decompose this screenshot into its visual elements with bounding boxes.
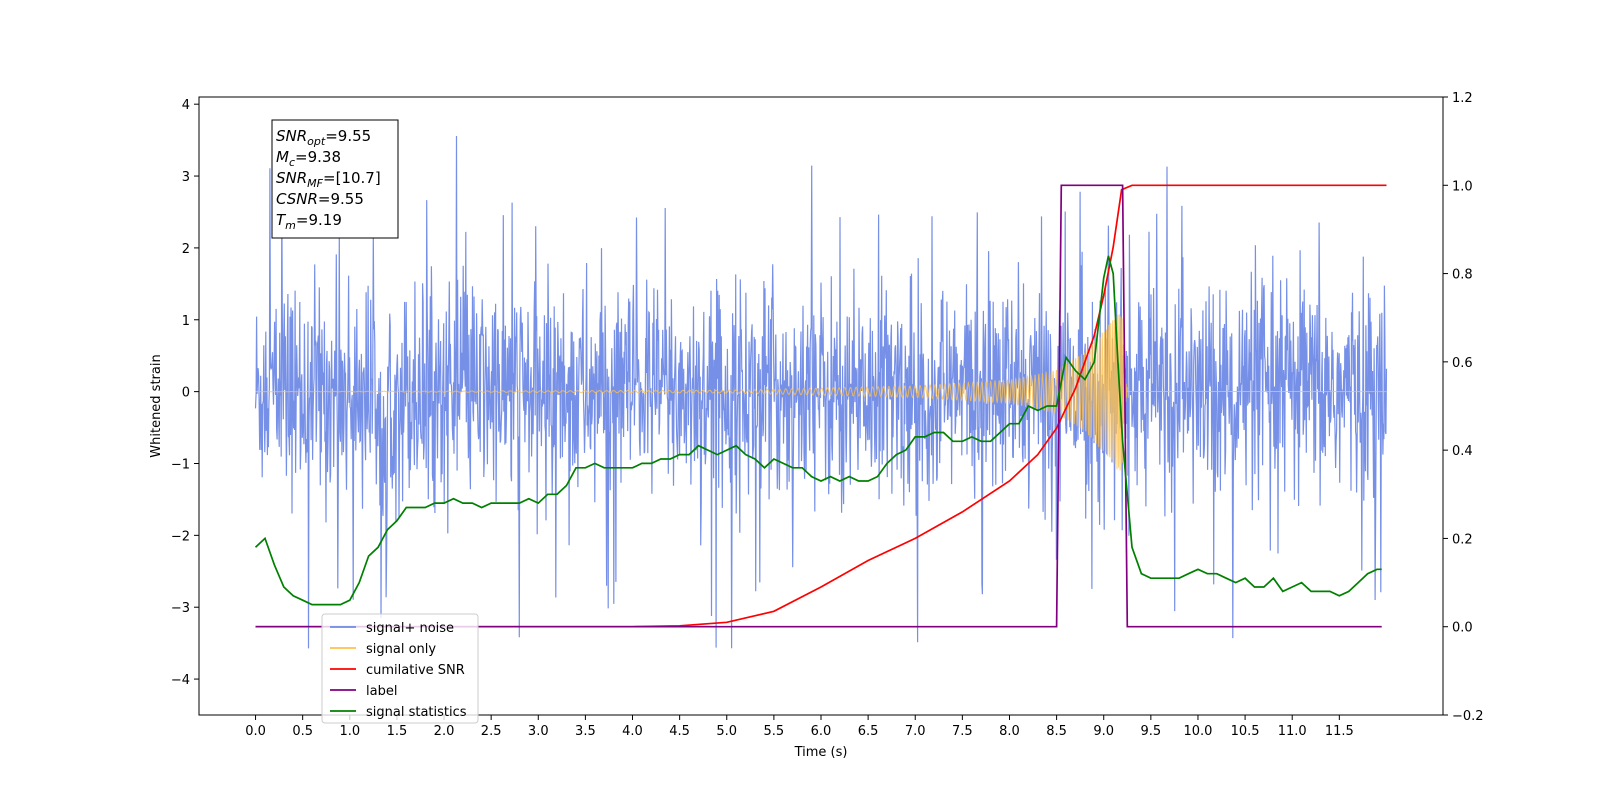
annotation-line: SNRopt=9.55 — [276, 127, 371, 148]
x-tick-label: 2.0 — [434, 724, 455, 739]
x-tick-label: 7.5 — [952, 724, 973, 739]
x-tick-label: 10.5 — [1231, 724, 1260, 739]
y2-tick-label: 0.4 — [1452, 444, 1473, 459]
y-tick-label: 4 — [182, 98, 190, 113]
y-tick-label: −3 — [171, 601, 190, 616]
x-tick-label: 9.5 — [1141, 724, 1162, 739]
x-tick-label: 8.5 — [1046, 724, 1067, 739]
y2-tick-label: 0.8 — [1452, 268, 1473, 283]
annotation-line: CSNR=9.55 — [276, 190, 364, 208]
series-label — [255, 184, 1382, 628]
legend-label: cumilative SNR — [366, 663, 465, 678]
series-layer — [254, 135, 1388, 649]
y2-tick-label: 0.2 — [1452, 532, 1473, 547]
y-tick-label: 0 — [182, 386, 190, 401]
x-tick-label: 3.0 — [528, 724, 549, 739]
legend-label: signal statistics — [366, 705, 467, 720]
annotation-line: Tm=9.19 — [276, 211, 342, 232]
plot-area — [199, 97, 1443, 715]
x-axis: 0.0 0.5 1.0 1.5 2.0 2.5 3.0 3.5 4.0 4.5 5.0 5.5 6.0 6… — [245, 715, 1354, 739]
x-tick-label: 0.0 — [245, 724, 266, 739]
legend-label: signal only — [366, 642, 436, 657]
x-tick-label: 4.5 — [669, 724, 690, 739]
y-tick-label: 1 — [182, 314, 190, 329]
x-tick-label: 1.0 — [339, 724, 360, 739]
x-tick-label: 8.0 — [999, 724, 1020, 739]
legend-label: signal+ noise — [366, 621, 454, 636]
y2-tick-label: 1.0 — [1452, 179, 1473, 194]
y2-tick-label: 0.0 — [1452, 621, 1473, 636]
x-tick-label: 4.0 — [622, 724, 643, 739]
x-tick-label: 2.5 — [481, 724, 502, 739]
series-signal-statistics — [254, 255, 1382, 606]
x-tick-label: 5.5 — [764, 724, 785, 739]
y-axis-right: −0.2 0.0 0.2 0.4 0.6 0.8 1.0 1.2 — [1443, 91, 1484, 724]
y-axis-left: −4 −3 −2 −1 0 1 2 3 4 — [171, 98, 199, 688]
y-tick-label: −2 — [171, 529, 190, 544]
x-tick-label: 11.0 — [1278, 724, 1307, 739]
x-axis-title: Time (s) — [794, 745, 848, 760]
y-tick-label: 3 — [182, 170, 190, 185]
annotation-line: Mc=9.38 — [276, 148, 341, 169]
x-tick-label: 11.5 — [1325, 724, 1354, 739]
x-tick-label: 3.5 — [575, 724, 596, 739]
x-tick-label: 5.0 — [716, 724, 737, 739]
y-tick-label: 2 — [182, 242, 190, 257]
y-tick-label: −1 — [171, 457, 190, 472]
y2-tick-label: −0.2 — [1452, 709, 1484, 724]
annotation-line: SNRMF=[10.7] — [276, 169, 381, 190]
series-signal-only — [255, 314, 1387, 471]
x-tick-label: 6.0 — [811, 724, 832, 739]
legend-label: label — [366, 684, 397, 699]
y-tick-label: −4 — [171, 673, 190, 688]
x-tick-label: 1.5 — [387, 724, 408, 739]
x-tick-label: 6.5 — [858, 724, 879, 739]
y2-tick-label: 0.6 — [1452, 356, 1473, 371]
annotation-frame — [271, 119, 399, 239]
legend-frame — [321, 613, 479, 724]
y-axis-title: Whitened strain — [149, 354, 164, 457]
x-tick-label: 9.0 — [1093, 724, 1114, 739]
x-tick-label: 10.0 — [1183, 724, 1212, 739]
x-tick-label: 7.0 — [905, 724, 926, 739]
series-signal-noise — [254, 135, 1388, 649]
series-cumilative-snr — [255, 184, 1387, 628]
x-tick-label: 0.5 — [292, 724, 313, 739]
y2-tick-label: 1.2 — [1452, 91, 1473, 106]
legend: signal+ noise signal only cumilative SNR la… — [321, 613, 479, 724]
